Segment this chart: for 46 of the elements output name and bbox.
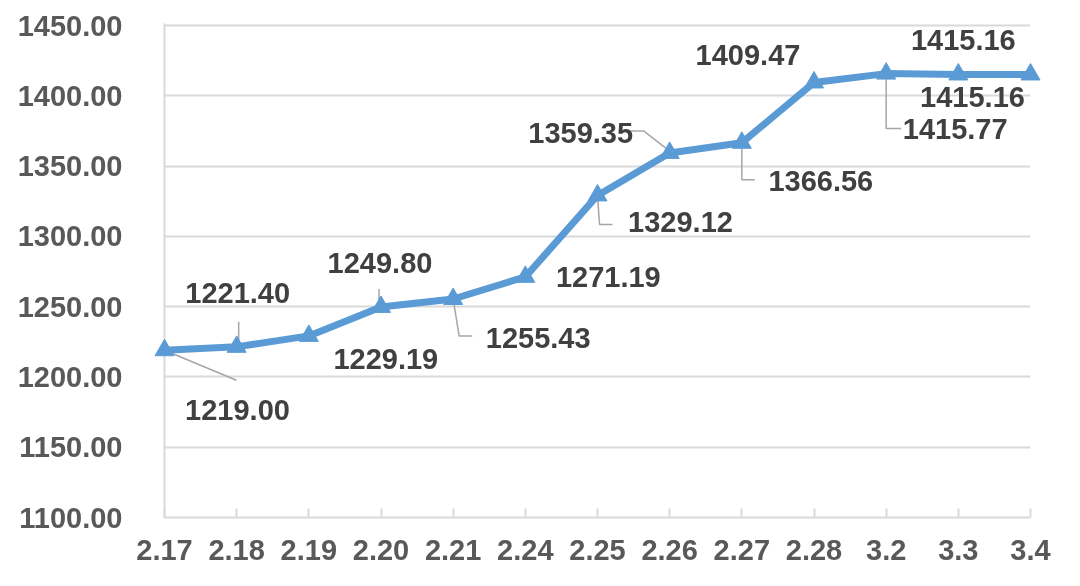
y-tick-label: 1350.00 bbox=[17, 150, 123, 183]
data-label: 1255.43 bbox=[485, 322, 591, 355]
point bbox=[804, 71, 824, 89]
x-tick-label: 3.3 bbox=[938, 533, 979, 566]
point bbox=[587, 183, 608, 202]
y-tick-label: 1200.00 bbox=[17, 360, 123, 393]
point bbox=[659, 141, 680, 159]
y-tick-label: 1100.00 bbox=[19, 501, 123, 534]
data-label: 1366.56 bbox=[768, 164, 874, 197]
y-tick-label: 1450.00 bbox=[17, 9, 123, 42]
x-tick-label: 3.4 bbox=[1010, 533, 1051, 566]
point bbox=[154, 338, 175, 357]
point bbox=[443, 287, 464, 305]
x-tick-label: 2.17 bbox=[136, 533, 193, 566]
x-tick-label: 2.18 bbox=[208, 533, 265, 566]
x-tick-label: 3.2 bbox=[866, 533, 907, 566]
data-label: 1219.00 bbox=[185, 394, 290, 427]
data-label: 1409.47 bbox=[695, 39, 801, 72]
x-tick-label: 2.20 bbox=[352, 533, 410, 566]
y-tick-label: 1150.00 bbox=[19, 431, 123, 464]
x-tick-label: 2.28 bbox=[785, 533, 843, 566]
data-label: 1329.12 bbox=[628, 206, 733, 239]
point bbox=[226, 335, 247, 353]
data-label: 1359.35 bbox=[528, 116, 634, 149]
data-label: 1271.19 bbox=[555, 260, 661, 293]
point bbox=[515, 265, 536, 283]
y-tick-label: 1400.00 bbox=[17, 79, 123, 112]
y-tick-label: 1250.00 bbox=[17, 290, 123, 323]
x-tick-label: 2.25 bbox=[569, 533, 626, 566]
point bbox=[948, 63, 969, 81]
data-label: 1415.77 bbox=[902, 112, 1008, 145]
data-label: 1249.80 bbox=[327, 246, 433, 279]
data-label: 1229.19 bbox=[333, 342, 439, 375]
point bbox=[731, 131, 752, 149]
x-tick-label: 2.26 bbox=[641, 533, 698, 566]
point bbox=[876, 62, 897, 80]
point bbox=[298, 324, 319, 342]
x-tick-label: 2.19 bbox=[280, 533, 338, 566]
y-tick-label: 1300.00 bbox=[17, 220, 123, 253]
x-tick-label: 2.27 bbox=[713, 533, 771, 566]
point bbox=[1020, 63, 1041, 81]
data-label: 1221.40 bbox=[185, 276, 291, 309]
x-tick-label: 2.21 bbox=[424, 533, 482, 566]
x-tick-label: 2.24 bbox=[497, 533, 554, 566]
data-label: 1415.16 bbox=[910, 24, 1016, 57]
data-label: 1415.16 bbox=[920, 81, 1025, 114]
